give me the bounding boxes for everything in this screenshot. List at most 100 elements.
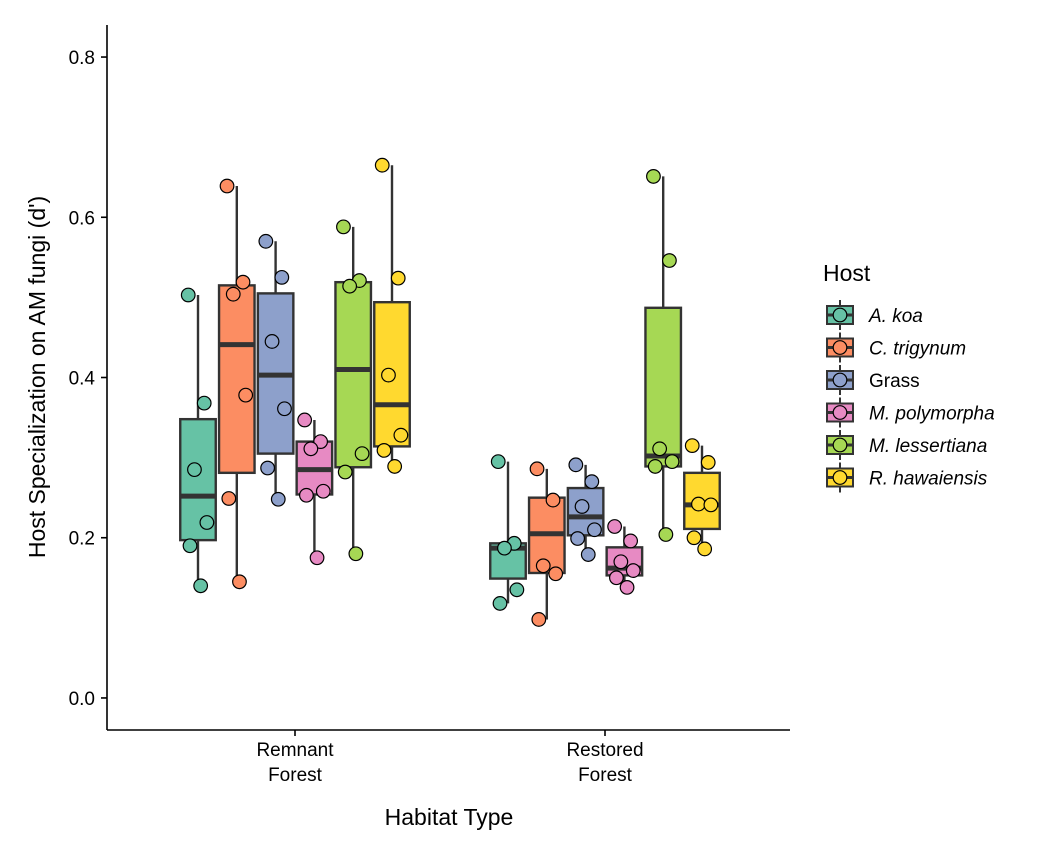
legend-item: C. trigynum [826, 332, 966, 363]
data-point [509, 582, 525, 598]
box-rect [217, 284, 256, 475]
data-point [187, 462, 202, 478]
data-point [336, 219, 351, 235]
box-restored-3 [605, 519, 644, 595]
data-point [535, 558, 551, 574]
legend: Host A. koa C. trigynum Grass M. polymorpha… [823, 260, 995, 493]
data-point [548, 566, 564, 582]
data-point [570, 531, 586, 546]
data-point [182, 538, 198, 554]
data-point [531, 612, 547, 627]
x-tick-label: Remnant [256, 740, 334, 761]
data-point [196, 395, 212, 411]
data-point [354, 446, 370, 462]
legend-key-point [832, 340, 848, 355]
data-point [313, 434, 329, 449]
y-tick-label: 0.0 [69, 689, 95, 710]
data-point [691, 496, 706, 512]
data-point [609, 570, 624, 586]
data-point [393, 427, 409, 443]
data-point [568, 457, 584, 473]
legend-key-point [832, 437, 848, 453]
data-point [664, 454, 680, 470]
legend-key-point [832, 405, 848, 420]
data-point [381, 367, 396, 383]
legend-label: A. koa [868, 306, 923, 327]
legend-label: R. hawaiensis [869, 469, 988, 490]
y-tick-label: 0.2 [69, 529, 95, 550]
legend-title: Host [823, 260, 871, 286]
data-point [235, 274, 251, 290]
data-point [232, 574, 247, 590]
data-point [652, 441, 668, 457]
box-remnant-0 [179, 287, 217, 594]
data-point [299, 487, 314, 503]
data-point [387, 459, 403, 474]
data-point [270, 491, 286, 507]
box-restored-5 [683, 438, 721, 557]
data-point [584, 474, 600, 490]
data-point [348, 546, 364, 562]
data-point [492, 596, 508, 611]
data-point [238, 387, 254, 403]
data-point [264, 334, 280, 349]
data-point [274, 269, 290, 285]
data-point [700, 455, 716, 470]
box-remnant-1 [217, 178, 256, 590]
data-point [258, 233, 274, 249]
x-axis: Remnant Forest Restored Forest [107, 729, 790, 786]
data-point [277, 401, 292, 417]
data-point [337, 464, 353, 480]
data-point [225, 286, 241, 302]
y-tick-label: 0.4 [69, 369, 96, 390]
legend-item: R. hawaiensis [826, 462, 988, 493]
data-point [684, 438, 700, 453]
legend-item: A. koa [826, 300, 923, 330]
data-point [390, 270, 406, 286]
data-point [221, 491, 237, 506]
data-point [658, 527, 674, 542]
data-point [219, 178, 235, 194]
legend-key-point [832, 470, 848, 485]
box-remnant-4 [334, 219, 373, 562]
box-restored-0 [489, 454, 527, 611]
data-point [374, 157, 390, 173]
legend-item: M. polymorpha [826, 397, 995, 428]
data-point [686, 530, 702, 546]
box-remnant-3 [295, 412, 334, 566]
data-point [646, 169, 661, 184]
legend-key-point [832, 307, 848, 323]
data-point [619, 579, 635, 595]
data-point [260, 460, 276, 476]
y-axis-title: Host Specialization on AM fungi (d') [24, 196, 50, 558]
legend-label: M. polymorpha [869, 404, 995, 425]
data-point [303, 441, 319, 457]
data-point [497, 540, 512, 556]
data-point [587, 522, 602, 538]
data-point [580, 547, 596, 562]
data-point [376, 443, 392, 458]
data-point [529, 461, 545, 477]
data-point [662, 253, 677, 268]
data-point [703, 497, 719, 513]
data-point [309, 550, 325, 566]
x-tick-label: Forest [268, 765, 323, 786]
box-rect [644, 306, 683, 468]
data-point [625, 563, 641, 578]
y-tick-label: 0.8 [69, 48, 95, 69]
legend-label: C. trigynum [869, 339, 966, 360]
data-point [180, 287, 196, 303]
legend-label: Grass [869, 371, 920, 392]
data-point [623, 533, 639, 549]
data-point [574, 499, 590, 514]
data-point [199, 515, 215, 530]
x-axis-title: Habitat Type [385, 804, 514, 830]
data-point [613, 554, 629, 570]
box-remnant-2 [256, 233, 295, 507]
plot-area [179, 157, 721, 627]
y-tick-label: 0.6 [69, 208, 95, 229]
data-point [193, 578, 209, 594]
x-tick-label: Restored [566, 740, 643, 761]
data-point [647, 459, 663, 474]
